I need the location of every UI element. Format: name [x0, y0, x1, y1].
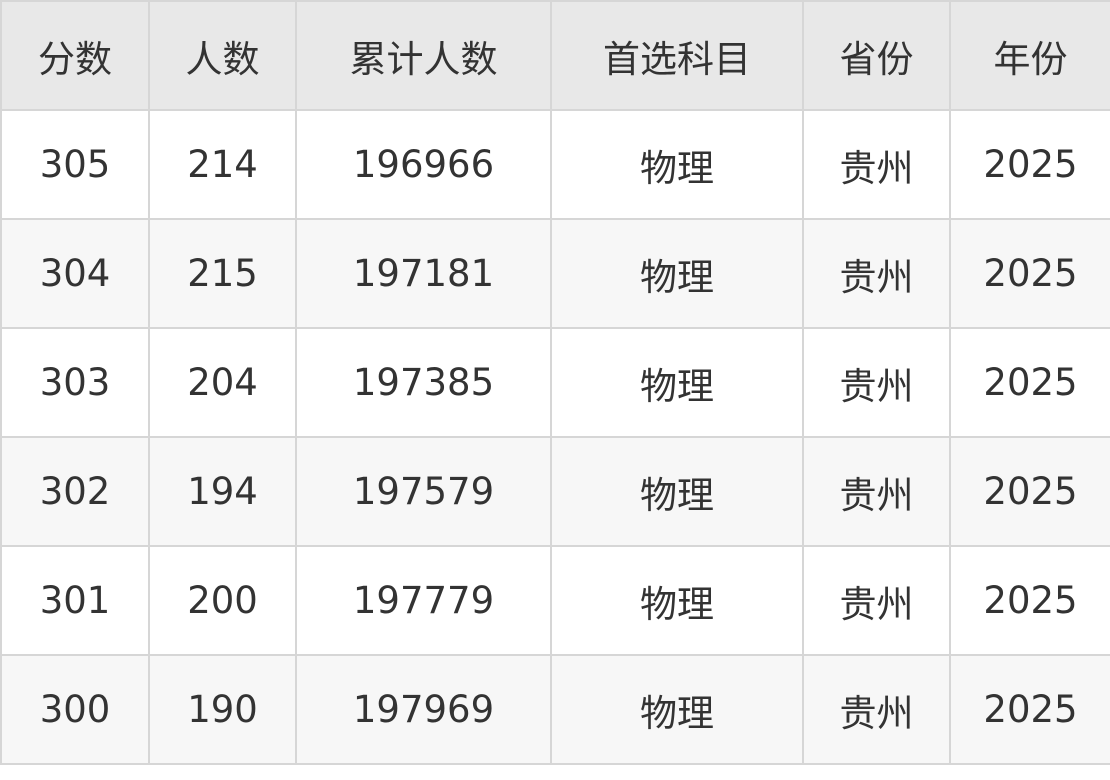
- cell-cumulative-count: 197181: [295, 218, 552, 329]
- cell-score: 303: [0, 327, 150, 438]
- cell-score: 302: [0, 436, 150, 547]
- table-row: 304 215 197181 物理 贵州 2025: [0, 218, 1110, 329]
- cell-count: 214: [148, 109, 297, 220]
- cell-year: 2025: [949, 436, 1110, 547]
- cell-count: 200: [148, 545, 297, 656]
- cell-year: 2025: [949, 545, 1110, 656]
- cell-year: 2025: [949, 327, 1110, 438]
- cell-primary-subject: 物理: [550, 545, 804, 656]
- table-row: 305 214 196966 物理 贵州 2025: [0, 109, 1110, 220]
- header-year: 年份: [949, 0, 1110, 111]
- cell-province: 贵州: [802, 545, 951, 656]
- table-row: 300 190 197969 物理 贵州 2025: [0, 654, 1110, 765]
- cell-primary-subject: 物理: [550, 327, 804, 438]
- cell-cumulative-count: 196966: [295, 109, 552, 220]
- cell-province: 贵州: [802, 654, 951, 765]
- table-row: 303 204 197385 物理 贵州 2025: [0, 327, 1110, 438]
- header-row: 分数 人数 累计人数 首选科目 省份 年份: [0, 0, 1110, 111]
- cell-cumulative-count: 197969: [295, 654, 552, 765]
- cell-primary-subject: 物理: [550, 436, 804, 547]
- cell-cumulative-count: 197779: [295, 545, 552, 656]
- cell-count: 215: [148, 218, 297, 329]
- cell-primary-subject: 物理: [550, 218, 804, 329]
- cell-score: 301: [0, 545, 150, 656]
- header-province: 省份: [802, 0, 951, 111]
- cell-cumulative-count: 197579: [295, 436, 552, 547]
- cell-count: 190: [148, 654, 297, 765]
- cell-score: 305: [0, 109, 150, 220]
- cell-primary-subject: 物理: [550, 109, 804, 220]
- cell-score: 300: [0, 654, 150, 765]
- header-primary-subject: 首选科目: [550, 0, 804, 111]
- header-count: 人数: [148, 0, 297, 111]
- cell-province: 贵州: [802, 436, 951, 547]
- cell-count: 204: [148, 327, 297, 438]
- cell-province: 贵州: [802, 218, 951, 329]
- cell-primary-subject: 物理: [550, 654, 804, 765]
- cell-province: 贵州: [802, 109, 951, 220]
- cell-province: 贵州: [802, 327, 951, 438]
- cell-year: 2025: [949, 218, 1110, 329]
- table-row: 302 194 197579 物理 贵州 2025: [0, 436, 1110, 547]
- header-cumulative-count: 累计人数: [295, 0, 552, 111]
- cell-year: 2025: [949, 109, 1110, 220]
- table-row: 301 200 197779 物理 贵州 2025: [0, 545, 1110, 656]
- cell-count: 194: [148, 436, 297, 547]
- cell-year: 2025: [949, 654, 1110, 765]
- cell-cumulative-count: 197385: [295, 327, 552, 438]
- header-score: 分数: [0, 0, 150, 111]
- cell-score: 304: [0, 218, 150, 329]
